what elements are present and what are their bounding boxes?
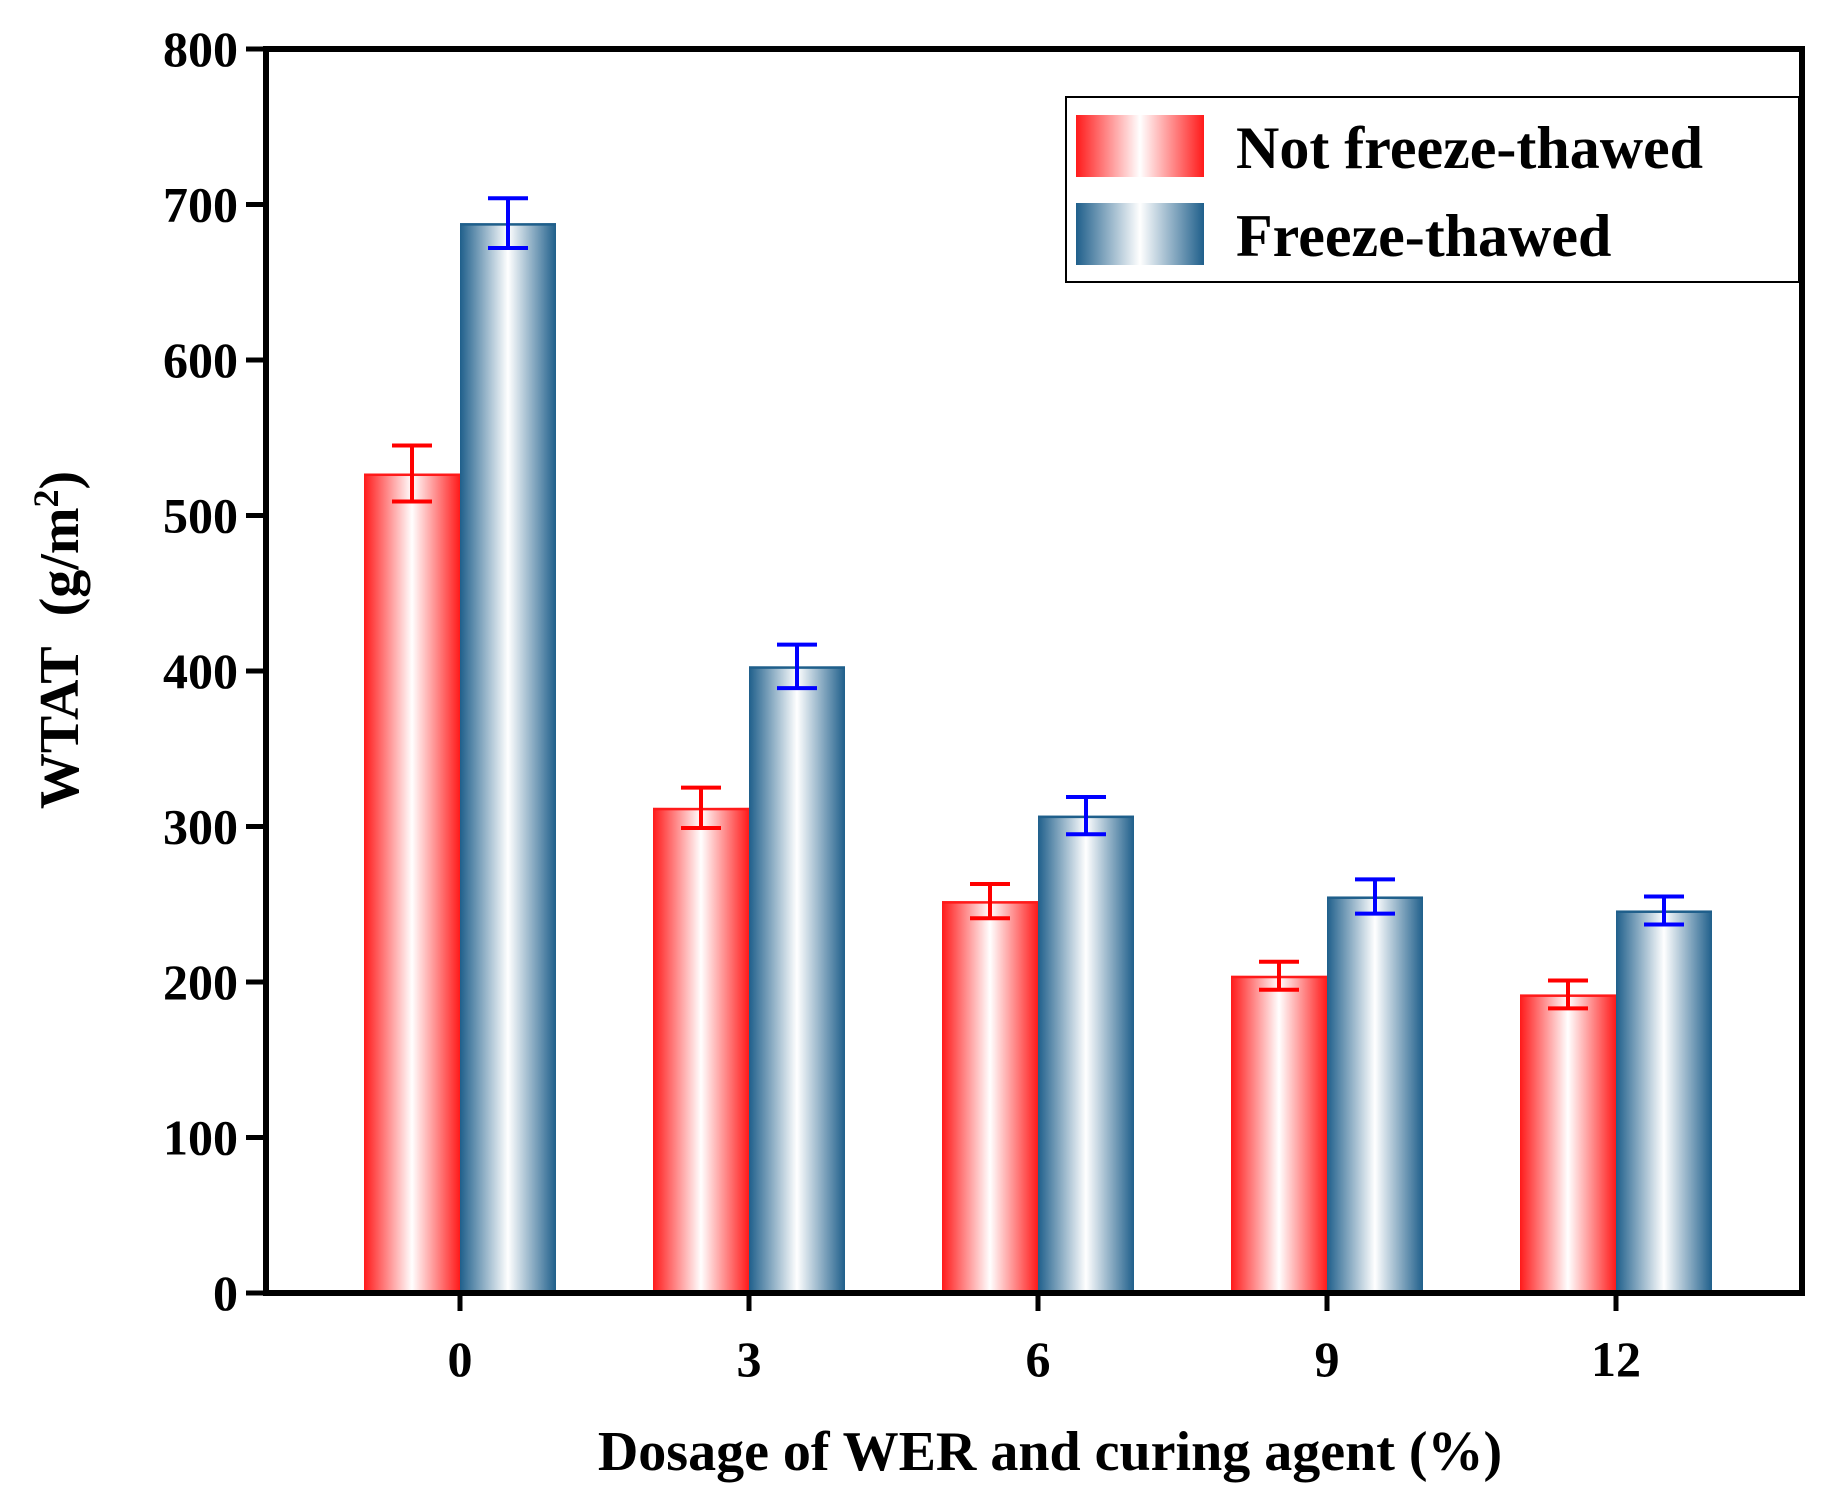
error-bar-not-freeze-thawed-12 [1548,978,1588,1011]
y-tick-label-200: 200 [163,954,238,1010]
error-bar-not-freeze-thawed-9 [1259,959,1299,992]
legend-swatch-freeze-thawed [1076,203,1204,265]
bar-not-freeze-thawed-9 [1231,975,1327,1293]
legend-label-not-freeze-thawed: Not freeze-thawed [1236,115,1703,181]
y-tick-label-0: 0 [213,1265,238,1321]
y-tick-label-500: 500 [163,488,238,544]
bar-freeze-thawed-9 [1327,896,1423,1293]
error-bar-freeze-thawed-12 [1644,894,1684,927]
error-bars-layer [392,196,1684,1011]
error-bar-freeze-thawed-9 [1355,877,1395,916]
y-axis-title-unit: (g/m [29,507,91,616]
y-tick-label-700: 700 [163,177,238,233]
x-axis-title: Dosage of WER and curing agent (%) [598,1421,1502,1483]
legend-label-freeze-thawed: Freeze-thawed [1236,203,1611,269]
x-axis-ticks: 0 3 6 9 12 [448,1293,1641,1387]
y-tick-label-300: 300 [163,799,238,855]
bar-freeze-thawed-6 [1038,815,1134,1293]
y-axis-title-unit-superscript: 2 [26,489,66,507]
y-tick-label-400: 400 [163,643,238,699]
y-tick-label-800: 800 [163,21,238,77]
legend-swatch-not-freeze-thawed [1076,115,1204,177]
bar-not-freeze-thawed-3 [653,807,749,1293]
error-bar-not-freeze-thawed-0 [392,443,432,504]
x-tick-label-6: 6 [1026,1331,1051,1387]
error-bar-freeze-thawed-3 [777,642,817,691]
y-axis-title: WTAT (g/m2) [26,471,91,809]
y-axis-title-unit-close: ) [29,471,91,490]
error-bar-freeze-thawed-0 [488,196,528,251]
y-tick-label-100: 100 [163,1110,238,1166]
y-axis-title-main: WTAT [29,646,91,809]
bar-not-freeze-thawed-12 [1520,994,1616,1293]
bar-freeze-thawed-3 [749,666,845,1293]
bar-not-freeze-thawed-0 [364,473,460,1293]
x-tick-label-3: 3 [737,1331,762,1387]
y-axis-ticks: 0 100 200 300 400 500 600 700 800 [163,21,266,1321]
bar-freeze-thawed-0 [460,223,556,1293]
x-tick-label-0: 0 [448,1331,473,1387]
bars-layer [364,223,1712,1293]
x-tick-label-12: 12 [1591,1331,1641,1387]
x-tick-label-9: 9 [1315,1331,1340,1387]
error-bar-not-freeze-thawed-6 [970,882,1010,921]
legend: Not freeze-thawed Freeze-thawed [1065,96,1800,283]
error-bar-freeze-thawed-6 [1066,794,1106,837]
y-tick-label-600: 600 [163,332,238,388]
bar-freeze-thawed-12 [1616,910,1712,1293]
error-bar-not-freeze-thawed-3 [681,785,721,831]
bar-not-freeze-thawed-6 [942,901,1038,1293]
